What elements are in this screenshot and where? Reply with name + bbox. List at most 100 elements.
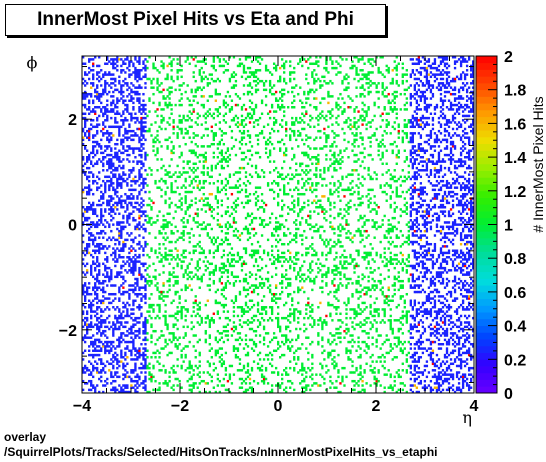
heatmap-cell <box>311 373 314 376</box>
heatmap-cell <box>210 129 213 133</box>
heatmap-cell <box>230 86 234 89</box>
heatmap-cell <box>311 190 314 194</box>
heatmap-cell <box>170 140 173 144</box>
heatmap-cell <box>152 221 155 224</box>
heatmap-cell <box>132 206 135 209</box>
heatmap-cell <box>152 262 155 266</box>
heatmap-cell <box>180 121 183 124</box>
heatmap-cell <box>258 284 262 287</box>
heatmap-cell <box>102 290 105 294</box>
heatmap-cell <box>108 60 111 63</box>
heatmap-cell <box>116 88 119 92</box>
heatmap-cell <box>222 240 226 244</box>
heatmap-cell <box>192 245 195 248</box>
heatmap-cell <box>144 349 147 352</box>
plot-frame <box>82 56 474 393</box>
heatmap-cell <box>116 306 119 309</box>
heatmap-cell <box>333 290 336 294</box>
heatmap-cell <box>252 71 256 74</box>
heatmap-cell <box>303 153 306 157</box>
heatmap-cell <box>248 121 252 124</box>
heatmap-cell <box>329 182 332 185</box>
heatmap-cell <box>341 253 344 257</box>
heatmap-cell <box>112 340 115 344</box>
heatmap-cell <box>90 353 93 357</box>
heatmap-cell <box>218 277 222 281</box>
heatmap-cell <box>100 210 103 213</box>
heatmap-cell <box>228 175 232 179</box>
heatmap-cell <box>120 119 123 122</box>
heatmap-cell <box>226 334 230 337</box>
heatmap-cell <box>234 184 238 187</box>
heatmap-cell <box>335 362 338 366</box>
heatmap-cell <box>180 84 183 87</box>
heatmap-cell <box>168 171 171 174</box>
heatmap-cell <box>164 310 167 313</box>
heatmap-cell <box>285 175 288 179</box>
heatmap-cell <box>140 125 143 129</box>
heatmap-cell <box>182 251 185 255</box>
heatmap-cell <box>90 238 93 242</box>
heatmap-cell <box>242 92 246 96</box>
heatmap-cell <box>244 342 248 346</box>
heatmap-cell <box>303 184 306 187</box>
heatmap-cell <box>116 166 119 170</box>
heatmap-cell <box>178 127 181 131</box>
heatmap-cell <box>112 366 115 370</box>
heatmap-cell <box>128 234 131 237</box>
heatmap-cell <box>120 84 123 87</box>
heatmap-cell <box>238 319 242 322</box>
heatmap-cell <box>266 138 270 142</box>
heatmap-cell <box>289 136 292 139</box>
heatmap-cell <box>114 66 117 70</box>
heatmap-cell <box>315 223 318 226</box>
heatmap-cell <box>142 62 145 65</box>
heatmap-cell <box>124 347 127 350</box>
heatmap-cell <box>236 306 240 309</box>
heatmap-cell <box>164 295 167 298</box>
heatmap-cell <box>309 103 312 107</box>
heatmap-cell <box>250 114 254 118</box>
heatmap-cell <box>321 206 324 209</box>
heatmap-cell <box>327 199 330 202</box>
heatmap-cell <box>192 301 195 305</box>
heatmap-cell <box>196 386 199 389</box>
heatmap-cell <box>174 345 177 348</box>
heatmap-cell <box>244 303 248 307</box>
heatmap-cell <box>196 242 199 246</box>
heatmap-cell <box>94 277 97 281</box>
heatmap-cell <box>248 71 252 74</box>
heatmap-cell <box>140 201 143 205</box>
heatmap-cell <box>331 340 334 344</box>
heatmap-cell <box>256 362 260 366</box>
heatmap-cell <box>98 203 101 207</box>
heatmap-cell <box>124 373 127 376</box>
heatmap-cell <box>238 279 242 283</box>
heatmap-cell <box>220 347 224 350</box>
heatmap-cell <box>102 329 105 333</box>
heatmap-cell <box>266 238 270 242</box>
heatmap-cell <box>92 260 95 263</box>
heatmap-cell <box>311 353 314 357</box>
heatmap-cell <box>256 69 260 72</box>
heatmap-cell <box>242 312 246 316</box>
heatmap-cell <box>166 236 169 239</box>
heatmap-cell <box>188 262 191 266</box>
heatmap-cell <box>84 219 87 222</box>
heatmap-cell <box>208 262 211 266</box>
heatmap-cell <box>293 312 296 316</box>
heatmap-cell <box>108 110 111 113</box>
heatmap-cell <box>158 356 161 359</box>
heatmap-cell <box>293 316 296 320</box>
heatmap-cell <box>186 119 189 122</box>
heatmap-cell <box>327 251 330 255</box>
heatmap-cell <box>323 171 326 174</box>
heatmap-cell <box>297 258 300 261</box>
heatmap-cell <box>100 310 103 313</box>
heatmap-cell <box>224 264 228 268</box>
heatmap-cell <box>234 199 238 202</box>
heatmap-cell <box>102 321 105 324</box>
heatmap-cell <box>88 282 91 285</box>
heatmap-cell <box>106 116 109 120</box>
heatmap-cell <box>218 64 222 68</box>
